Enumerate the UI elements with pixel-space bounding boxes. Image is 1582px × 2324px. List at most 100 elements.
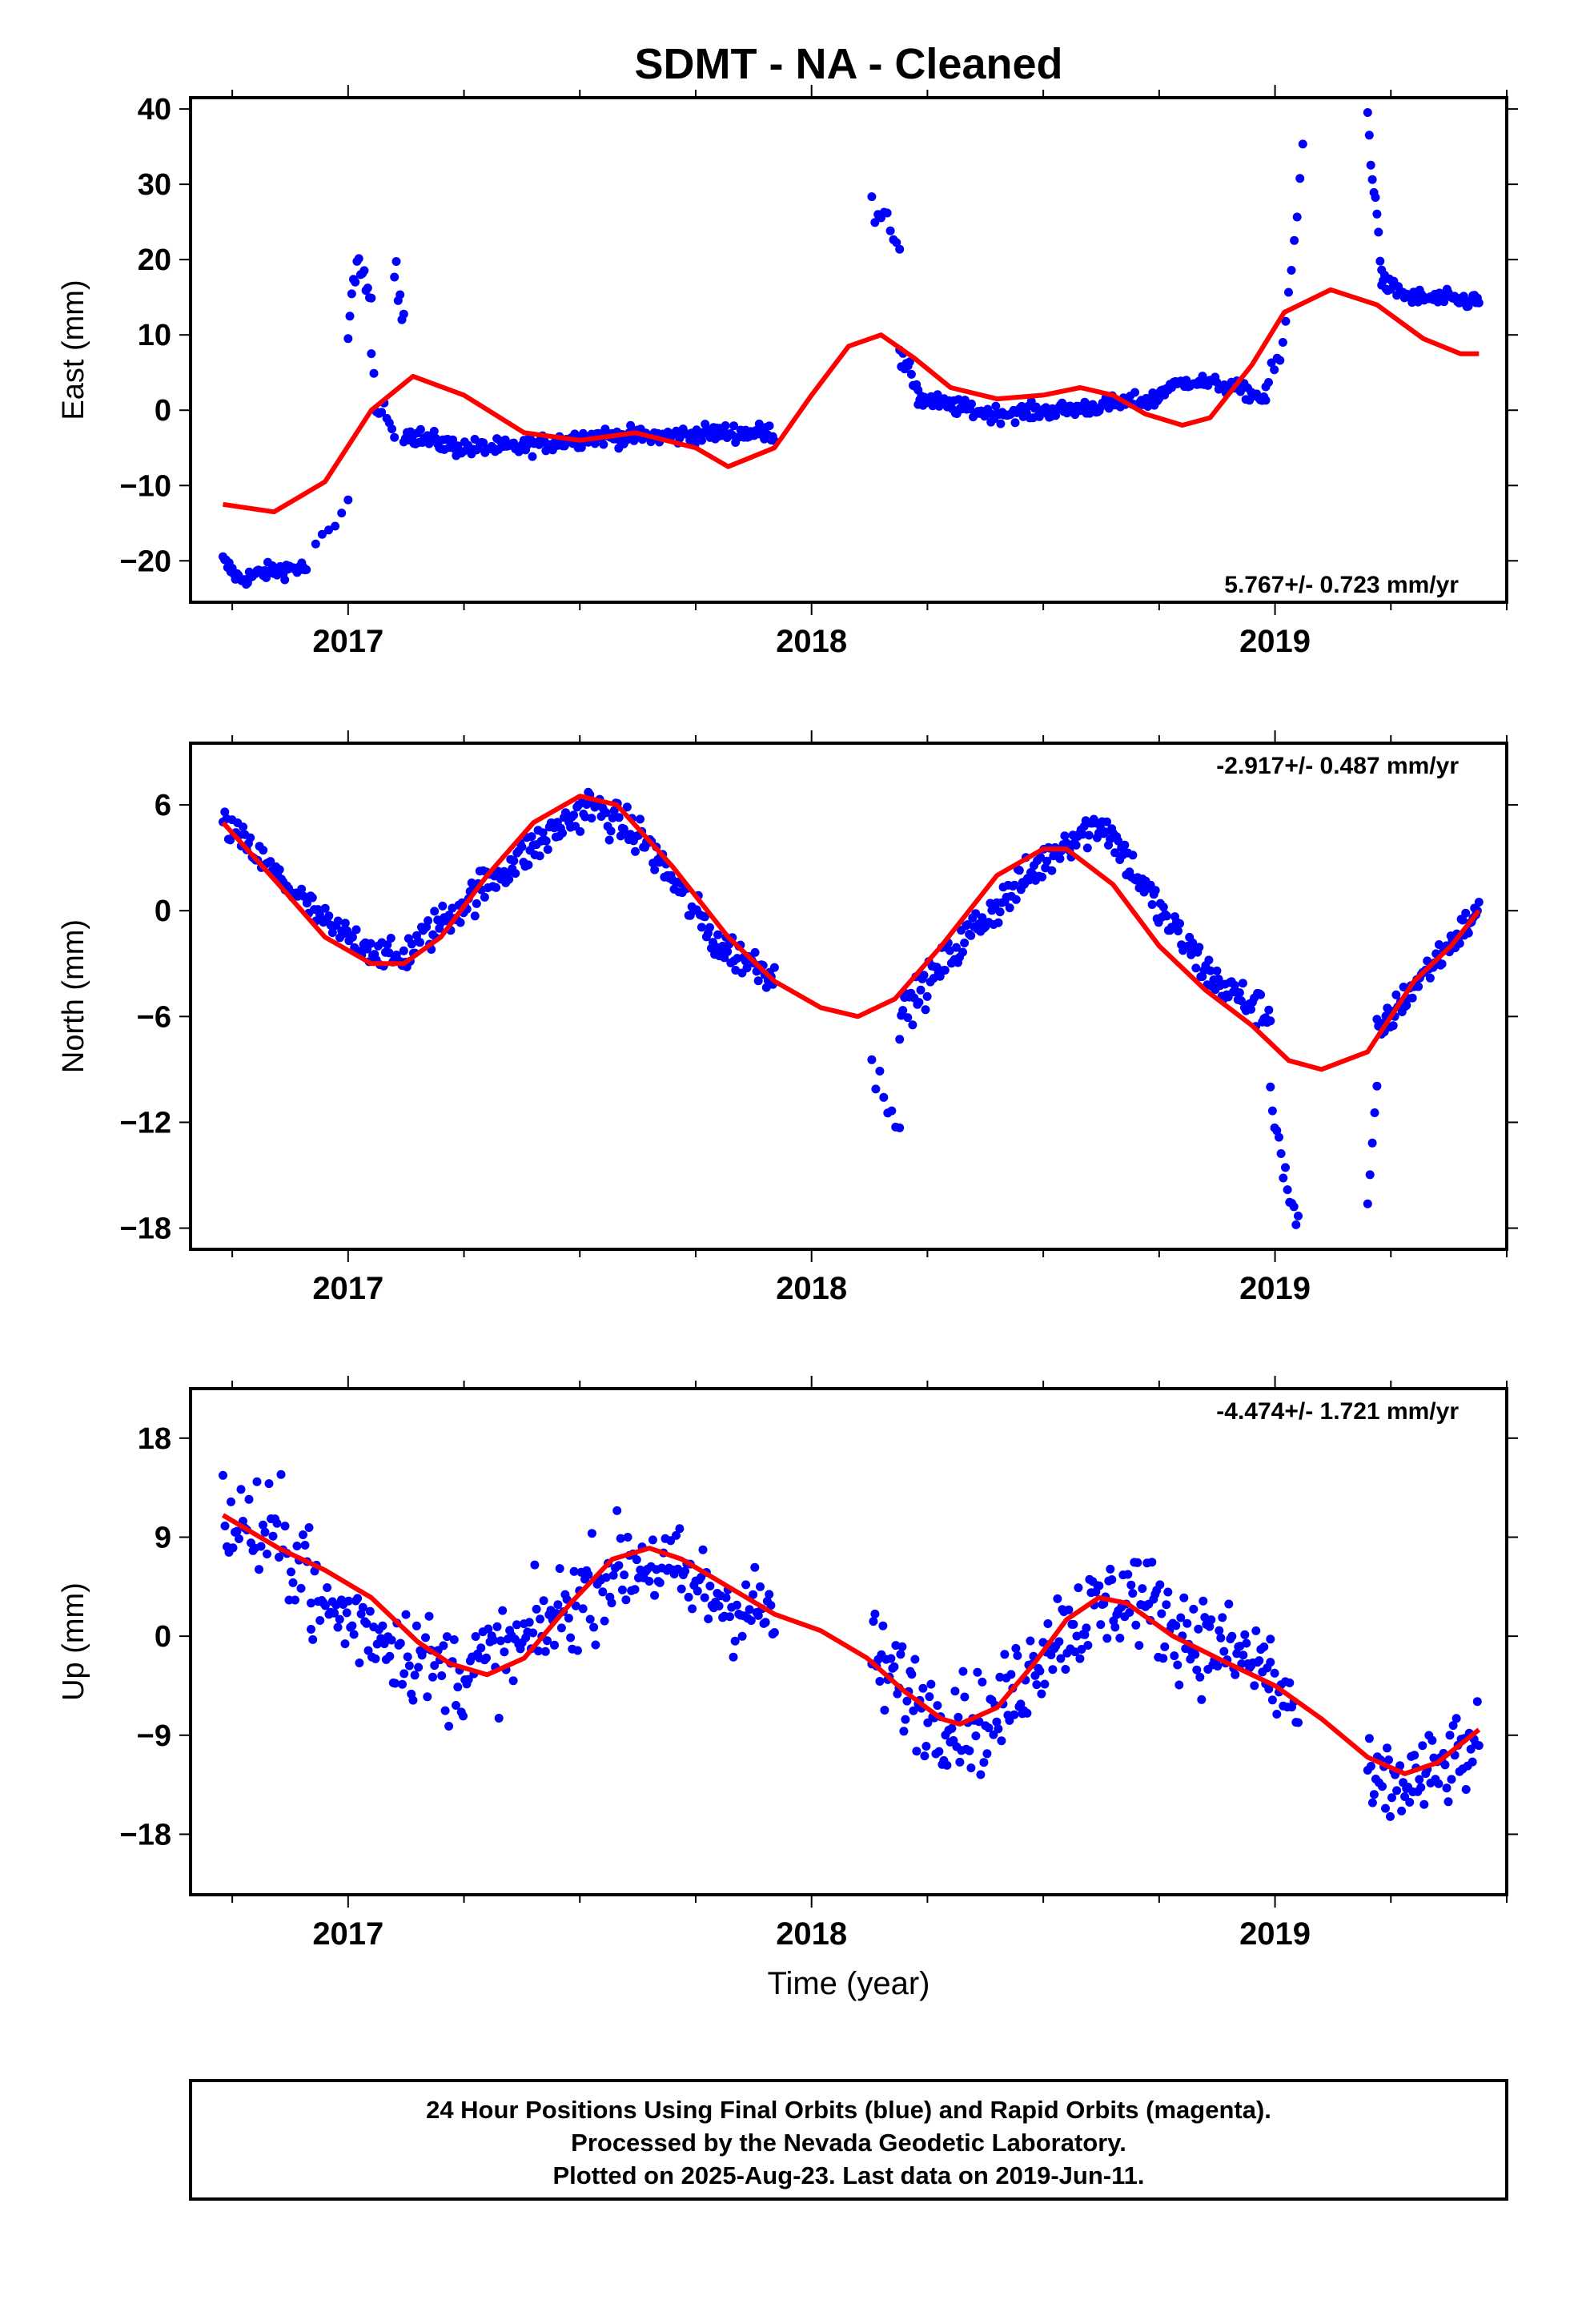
up-data-point xyxy=(315,1616,325,1625)
up-data-point xyxy=(1366,1762,1375,1771)
up-data-point xyxy=(1160,1642,1170,1651)
north-data-point xyxy=(1071,840,1081,850)
up-data-point xyxy=(232,1526,242,1536)
north-data-point xyxy=(1267,1106,1277,1116)
up-data-point xyxy=(379,1639,389,1649)
east-y-tick-label: −10 xyxy=(120,469,171,503)
up-data-point xyxy=(439,1641,448,1651)
east-data-point xyxy=(1367,175,1377,184)
north-data-point xyxy=(511,869,520,879)
east-data-point xyxy=(1270,365,1279,375)
up-data-point xyxy=(401,1610,411,1619)
up-data-point xyxy=(995,1672,1005,1682)
up-data-point xyxy=(1270,1668,1279,1678)
up-data-point xyxy=(869,1617,878,1626)
up-data-point xyxy=(1016,1699,1026,1709)
east-data-point xyxy=(960,396,970,405)
north-data-point xyxy=(1204,955,1214,965)
up-data-point xyxy=(1447,1775,1456,1784)
north-data-point xyxy=(1294,1211,1303,1220)
up-data-point xyxy=(423,1692,432,1702)
up-data-point xyxy=(268,1531,278,1541)
up-velocity-label: -4.474+/- 1.721 mm/yr xyxy=(1216,1398,1459,1425)
up-data-point xyxy=(655,1578,665,1587)
up-data-point xyxy=(584,1570,593,1579)
north-data-point xyxy=(1114,836,1123,846)
up-data-point xyxy=(333,1622,343,1632)
up-data-point xyxy=(404,1661,414,1671)
north-data-point xyxy=(903,1013,913,1023)
up-data-point xyxy=(875,1677,885,1686)
east-data-point xyxy=(396,290,405,300)
up-data-point xyxy=(255,1565,263,1574)
up-data-point xyxy=(276,1470,286,1479)
north-data-point xyxy=(509,856,519,866)
north-data-point xyxy=(631,846,640,856)
east-data-point xyxy=(280,575,290,585)
east-data-point xyxy=(590,439,600,448)
up-data-point xyxy=(600,1616,609,1626)
up-data-point xyxy=(498,1606,508,1615)
up-data-point xyxy=(942,1760,952,1770)
up-data-point xyxy=(1416,1783,1426,1792)
east-data-point xyxy=(1295,174,1305,183)
north-y-tick-label: 6 xyxy=(155,789,171,822)
north-data-point xyxy=(430,907,440,916)
up-data-point xyxy=(982,1749,992,1759)
east-data-point xyxy=(991,401,1001,411)
up-data-point xyxy=(1006,1670,1016,1679)
north-x-tick-label: 2019 xyxy=(1239,1271,1311,1306)
up-data-point xyxy=(1155,1580,1165,1590)
up-data-point xyxy=(1115,1634,1125,1642)
north-data-point xyxy=(1011,895,1021,904)
up-data-point xyxy=(607,1598,616,1608)
north-data-point xyxy=(320,903,330,913)
east-data-point xyxy=(317,529,327,539)
north-data-point xyxy=(887,1106,897,1116)
up-data-point xyxy=(1013,1651,1022,1660)
north-y-tick-label: −18 xyxy=(120,1212,171,1246)
east-data-point xyxy=(697,436,706,445)
up-data-point xyxy=(578,1604,588,1614)
east-data-point xyxy=(302,565,311,574)
up-data-point xyxy=(1434,1779,1443,1788)
up-data-point xyxy=(729,1652,738,1662)
up-data-point xyxy=(921,1742,931,1751)
north-data-point xyxy=(307,893,317,903)
north-data-point xyxy=(650,865,660,875)
east-data-point xyxy=(345,312,355,321)
north-data-point xyxy=(438,901,448,911)
north-data-point xyxy=(541,836,551,846)
up-data-point xyxy=(587,1529,596,1538)
up-data-point xyxy=(1285,1678,1295,1687)
north-data-point xyxy=(952,943,961,952)
up-data-point xyxy=(632,1555,641,1565)
east-data-point xyxy=(1278,338,1287,347)
up-data-point xyxy=(745,1605,754,1614)
up-data-point xyxy=(280,1522,290,1531)
north-data-point xyxy=(713,930,723,939)
up-data-point xyxy=(1461,1785,1471,1794)
up-data-point xyxy=(746,1616,756,1625)
east-plot-frame xyxy=(189,96,1508,604)
north-data-point xyxy=(1272,1126,1282,1136)
up-data-point xyxy=(353,1594,363,1603)
north-data-point xyxy=(875,1067,885,1076)
up-data-point xyxy=(358,1602,367,1612)
north-data-point xyxy=(769,963,779,972)
north-data-point xyxy=(697,923,706,932)
north-data-point xyxy=(1038,872,1047,882)
north-data-point xyxy=(1370,1108,1379,1117)
up-data-point xyxy=(220,1522,230,1530)
up-data-point xyxy=(1195,1672,1205,1682)
east-data-point xyxy=(1287,266,1296,275)
up-data-point xyxy=(1427,1735,1437,1745)
up-data-point xyxy=(766,1601,776,1610)
up-data-point xyxy=(1219,1647,1229,1656)
east-data-point xyxy=(351,277,360,287)
up-data-point xyxy=(955,1757,965,1767)
up-data-point xyxy=(424,1611,434,1621)
up-data-point xyxy=(589,1622,599,1632)
north-data-point xyxy=(524,860,533,870)
north-data-point xyxy=(636,814,644,824)
